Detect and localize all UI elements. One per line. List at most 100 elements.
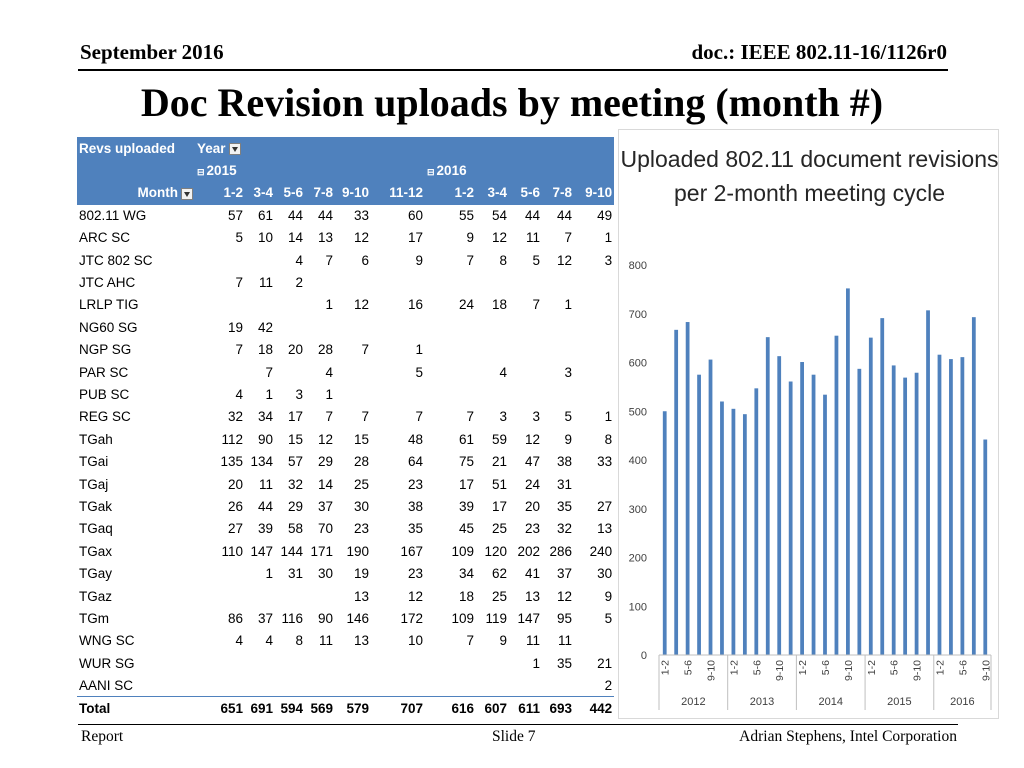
table-cell [371,383,425,406]
table-cell: 4 [195,629,245,652]
collapse-icon[interactable]: ⊟ [197,167,205,178]
x-tick-label: 5-6 [820,660,832,675]
x-group-label: 2015 [887,696,911,708]
row-label: TGah [77,428,195,451]
table-cell: 24 [425,293,476,317]
table-cell: 27 [195,517,245,541]
table-cell: 57 [275,450,305,473]
table-cell: 607 [476,696,509,720]
y-tick-label: 200 [629,553,647,565]
table-cell: 3 [275,383,305,406]
bar-chart: Uploaded 802.11 document revisions per 2… [618,129,999,719]
table-cell: 44 [305,203,335,227]
table-cell [574,271,615,294]
pivot-corner-label: Revs uploaded [77,137,195,160]
table-cell: 109 [425,540,476,563]
table-cell [509,271,542,294]
table-cell: 1 [245,562,275,585]
table-cell: 11 [509,629,542,652]
table-cell: 23 [371,472,425,496]
pivot-table: Revs uploaded Year ⊟ 2015 ⊟ 2016 Month 1-2… [77,137,615,720]
table-cell [245,651,275,675]
bar [880,318,885,655]
table-cell: 691 [245,696,275,720]
table-cell [275,674,305,697]
table-row: ARC SC 5 10 14 13 12 17 9 12 11 7 1 [77,226,615,249]
table-cell: 33 [574,450,615,473]
table-cell: 39 [425,495,476,518]
row-label: WUR SG [77,651,195,675]
row-label: TGaq [77,517,195,541]
y-tick-label: 700 [629,309,647,321]
bar [674,329,679,655]
x-tick-label: 9-10 [843,660,855,681]
table-cell: 13 [305,226,335,249]
table-cell: 12 [371,584,425,608]
month-header: 11-12 [371,181,425,205]
table-cell: 57 [195,203,245,227]
bar [868,337,873,655]
table-cell [275,316,305,339]
table-cell [195,651,245,675]
table-cell: 37 [245,607,275,630]
table-cell: 44 [509,203,542,227]
table-cell: 8 [574,428,615,451]
table-cell: 30 [305,562,335,585]
table-cell: 569 [305,696,335,720]
x-tick-label: 1-2 [934,660,946,675]
bar [960,357,965,655]
month-filter-dropdown-icon[interactable] [181,187,193,200]
table-cell [335,360,371,384]
table-cell: 693 [542,696,574,720]
footer-author: Adrian Stephens, Intel Corporation [739,728,957,745]
table-cell: 30 [574,562,615,585]
table-cell: 60 [371,203,425,227]
table-cell: 7 [542,226,574,249]
table-cell [425,316,476,339]
table-cell: 26 [195,495,245,518]
table-cell: 4 [305,360,335,384]
footer-rule [78,724,958,725]
table-cell: 4 [245,629,275,652]
table-cell: 34 [425,562,476,585]
table-cell: 11 [245,271,275,294]
table-cell: 9 [542,428,574,451]
table-cell: 134 [245,450,275,473]
collapse-icon[interactable]: ⊟ [427,167,435,178]
table-cell: 48 [371,428,425,451]
table-cell: 1 [305,293,335,317]
table-cell: 240 [574,540,615,563]
row-label: TGaj [77,472,195,496]
bar [937,354,942,655]
table-cell: 5 [195,226,245,249]
x-group-label: 2013 [750,696,774,708]
year-2015-label[interactable]: 2015 [206,163,237,179]
table-cell [574,293,615,317]
table-cell: 5 [542,405,574,429]
row-label: JTC 802 SC [77,248,195,272]
table-cell [476,316,509,339]
year-2016-label[interactable]: 2016 [436,163,467,179]
pivot-header-row: Revs uploaded Year [77,137,615,160]
table-row: TGaq 27 39 58 70 23 35 45 25 23 32 13 [77,517,615,541]
table-row: REG SC 32 34 17 7 7 7 7 3 3 5 1 [77,405,615,429]
table-cell: 37 [542,562,574,585]
table-cell: 8 [275,629,305,652]
year-filter-dropdown-icon[interactable] [228,143,241,156]
table-cell: 20 [195,472,245,496]
table-cell: 49 [574,203,615,227]
table-cell: 31 [275,562,305,585]
table-row: 802.11 WG 57 61 44 44 33 60 55 54 44 44 49 [77,203,615,227]
table-cell: 7 [425,405,476,429]
month-header: 9-10 [574,181,615,205]
table-cell: 20 [509,495,542,518]
table-cell [542,271,574,294]
table-cell: 12 [509,428,542,451]
table-cell [509,360,542,384]
table-cell [425,674,476,697]
table-cell [509,338,542,361]
row-label: AANI SC [77,674,195,697]
table-row: AANI SC 2 [77,674,615,697]
table-cell [425,651,476,675]
table-cell: 12 [542,584,574,608]
